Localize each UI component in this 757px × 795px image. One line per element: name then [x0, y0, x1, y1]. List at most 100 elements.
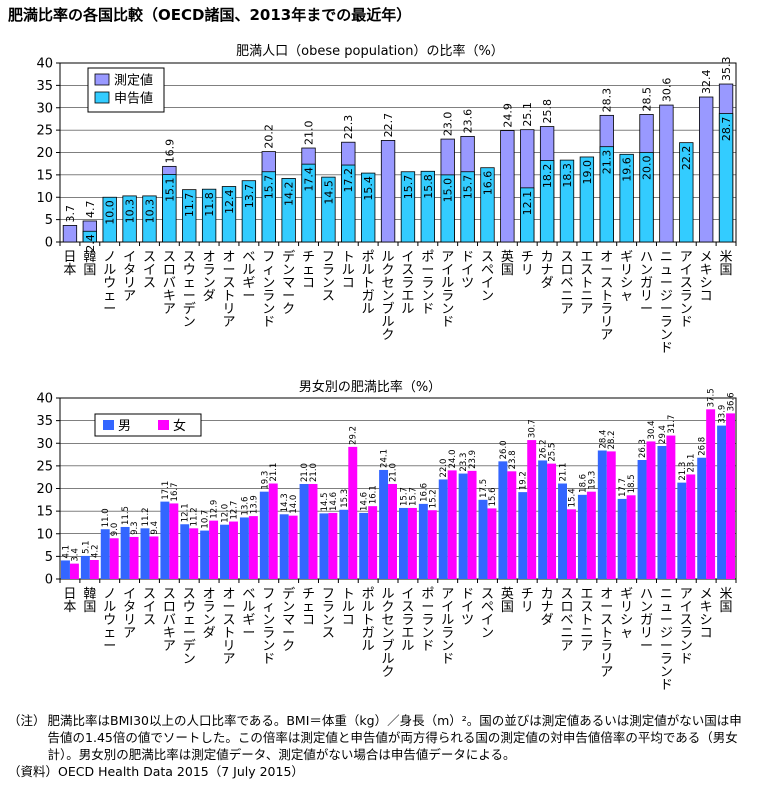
bar-female	[626, 495, 636, 579]
chart-title: 肥満人口（obese population）の比率（%）	[236, 43, 504, 59]
bar-female	[586, 491, 596, 579]
legend-box	[94, 413, 202, 437]
data-label-self-reported: 18.3	[561, 163, 574, 188]
data-label-measured: 23.0	[442, 112, 455, 137]
data-label-female: 15.4	[567, 488, 577, 507]
bar-male	[677, 482, 687, 579]
data-label-female: 36.6	[727, 392, 737, 411]
bar-female	[726, 413, 736, 579]
bar-male	[379, 469, 389, 579]
data-label-self-reported: 19.0	[581, 160, 594, 185]
bar-male	[398, 507, 408, 579]
x-tick-label: 米国	[720, 250, 733, 278]
bar-female	[229, 521, 238, 579]
x-tick-label: メキシコ	[700, 250, 713, 304]
bar-self-reported	[559, 159, 575, 243]
x-tick-label: イスラエル	[401, 587, 414, 654]
x-tick-label: オーストラリア	[600, 587, 613, 680]
data-label-self-reported: 21.3	[601, 150, 614, 175]
legend-swatch	[94, 73, 110, 86]
x-tick-label: 米国	[720, 587, 733, 615]
bar-female	[129, 536, 139, 579]
data-label-female: 9.4	[150, 521, 160, 535]
data-label-male: 24.1	[380, 449, 390, 468]
x-tick-label: カナダ	[541, 250, 554, 291]
data-label-measured: 28.3	[601, 88, 614, 113]
x-tick-label: エストニア	[580, 587, 593, 654]
bar-self-reported	[619, 153, 634, 243]
x-tick-label: スロバキア	[163, 587, 176, 654]
y-tick-label: 20	[36, 482, 53, 497]
data-label-male: 21.1	[559, 463, 569, 482]
bar-self-reported	[261, 171, 276, 243]
data-label-female: 30.7	[528, 419, 538, 438]
x-tick-label: フランス	[322, 250, 335, 304]
data-label-self-reported: 10.0	[104, 200, 117, 225]
x-tick-label: スウェーデン	[183, 587, 196, 667]
bar-female	[149, 536, 159, 579]
bar-measured	[380, 140, 396, 243]
bar-self-reported	[420, 170, 435, 243]
data-label-male: 12.1	[181, 503, 191, 522]
bar-female	[248, 516, 258, 579]
y-tick-label: 5	[45, 550, 53, 565]
data-label-male: 4.1	[61, 545, 71, 559]
data-label-female: 23.1	[687, 454, 697, 473]
x-tick-label: ギリシャ	[620, 250, 633, 304]
bar-self-reported	[241, 180, 257, 243]
data-label-male: 28.4	[598, 430, 608, 449]
legend-label: 男	[118, 419, 131, 434]
x-tick-label: チェコ	[302, 587, 315, 628]
data-label-self-reported: 20.0	[640, 156, 653, 181]
data-label-male: 18.6	[578, 474, 588, 493]
data-label-female: 23.9	[468, 450, 478, 469]
x-tick-label: フランス	[322, 587, 335, 641]
bar-female	[189, 528, 199, 579]
y-tick-label: 10	[36, 527, 53, 542]
bar-male	[717, 425, 727, 579]
data-label-measured: 16.9	[163, 139, 176, 164]
x-tick-label: ニュージーランド	[660, 250, 673, 356]
data-label-male: 17.1	[161, 481, 171, 500]
bar-male	[498, 461, 508, 579]
data-label-measured: 28.5	[640, 87, 653, 112]
bar-self-reported	[718, 113, 734, 243]
data-label-male: 21.0	[300, 463, 310, 482]
notes: （注） 肥満比率はBMI30以上の人口比率である。BMI＝体重（kg）／身長（m…	[8, 712, 750, 780]
y-tick-label: 15	[36, 168, 53, 183]
page-title: 肥満比率の各国比較（OECD諸国、2013年までの最近年）	[8, 6, 412, 24]
bar-male	[239, 517, 249, 579]
data-label-female: 21.0	[309, 463, 319, 482]
data-label-female: 18.5	[627, 474, 637, 493]
legend-swatch	[158, 420, 169, 430]
data-label-male: 15.3	[340, 489, 350, 508]
bar-male	[359, 512, 369, 579]
x-tick-label: デンマーク	[282, 586, 295, 654]
x-tick-label: ハンガリー	[640, 587, 653, 654]
data-label-female: 14.0	[289, 495, 299, 514]
bar-self-reported	[182, 189, 197, 243]
x-tick-label: 日本	[63, 587, 76, 615]
bar-male	[697, 457, 707, 579]
bar-male	[518, 492, 528, 579]
bar-female	[487, 508, 497, 579]
bar-female	[706, 409, 716, 579]
x-tick-label: ルクセンブルク	[382, 587, 395, 680]
bar-self-reported	[599, 146, 614, 243]
legend-label: 測定値	[114, 73, 153, 89]
x-tick-label: スペイン	[481, 250, 494, 304]
x-tick-label: オランダ	[203, 250, 216, 304]
data-label-male: 17.5	[479, 479, 489, 498]
y-tick-label: 40	[36, 57, 53, 72]
data-label-male: 15.7	[399, 487, 409, 506]
x-tick-label: チリ	[521, 587, 534, 615]
x-tick-label: アイスランド	[680, 250, 693, 330]
data-label-self-reported: 10.3	[143, 199, 156, 224]
x-tick-label: トルコ	[342, 250, 355, 291]
bar-female	[388, 483, 398, 579]
bar-male	[160, 501, 170, 579]
bar-self-reported	[361, 172, 376, 243]
bar-self-reported	[400, 171, 416, 243]
data-label-measured: 22.3	[342, 115, 355, 139]
data-label-measured: 21.0	[302, 121, 315, 145]
